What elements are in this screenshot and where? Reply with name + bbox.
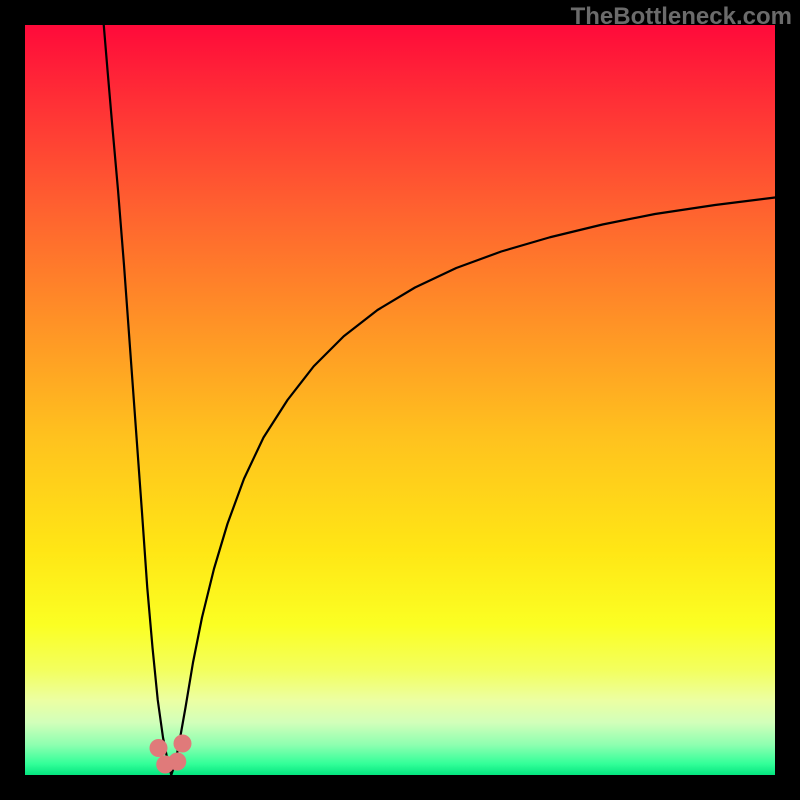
plot-background — [25, 25, 775, 775]
valley-marker — [168, 753, 186, 771]
attribution-label: TheBottleneck.com — [571, 3, 792, 31]
valley-marker — [174, 735, 192, 753]
valley-marker — [150, 739, 168, 757]
figure-container: TheBottleneck.com — [0, 0, 800, 800]
plot-svg — [0, 0, 800, 800]
